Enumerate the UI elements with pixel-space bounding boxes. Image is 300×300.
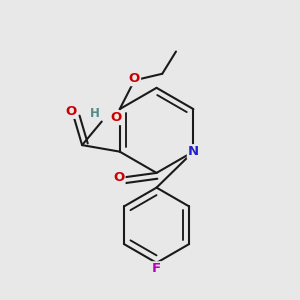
Text: H: H [90,107,100,120]
Text: O: O [129,72,140,85]
Text: F: F [152,262,161,275]
Text: N: N [188,145,199,158]
Text: O: O [111,111,122,124]
Text: O: O [65,105,76,118]
Text: O: O [113,171,124,184]
